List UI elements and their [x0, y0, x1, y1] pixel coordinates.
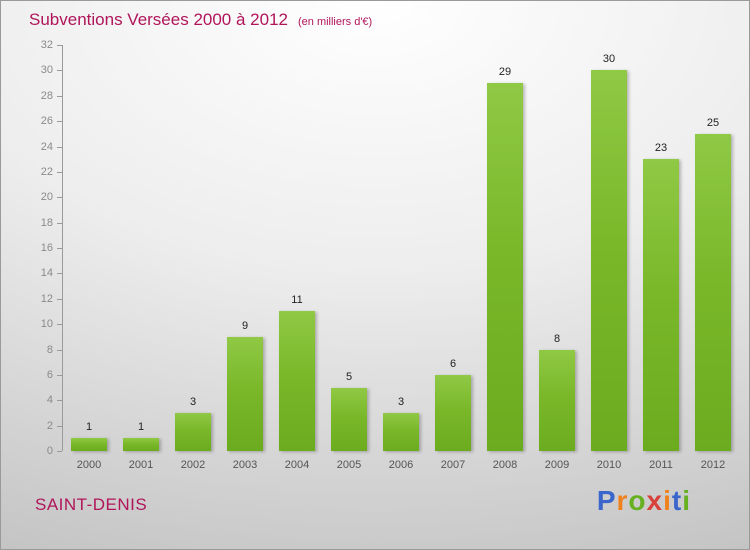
x-tick-label: 2007 [440, 459, 466, 471]
y-tick-label: 30 [40, 64, 53, 77]
proxiti-logo-letter: o [628, 485, 647, 516]
y-tick-label: 16 [40, 242, 53, 254]
x-tick-label: 2012 [700, 459, 726, 471]
y-tick-mark [57, 349, 62, 351]
y-tick-mark [57, 324, 62, 326]
bar [227, 336, 263, 451]
x-tick-label: 2008 [492, 459, 518, 471]
y-tick-label: 12 [40, 292, 53, 305]
bar [591, 70, 627, 451]
y-tick-label: 10 [40, 318, 53, 331]
y-tick-label: 6 [46, 368, 53, 381]
y-tick-label: 0 [46, 445, 53, 457]
bar-value-label: 30 [602, 53, 616, 66]
bar [279, 311, 315, 451]
x-tick-label: 2000 [76, 459, 102, 471]
proxiti-logo-letter: x [646, 485, 664, 516]
bar [175, 412, 211, 451]
bar-value-label: 9 [241, 319, 249, 332]
y-tick-label: 26 [40, 115, 53, 128]
y-tick-mark [57, 451, 62, 452]
chart-title: Subventions Versées 2000 à 2012 [29, 10, 288, 29]
x-tick-label: 2002 [180, 459, 206, 471]
y-tick-label: 14 [40, 267, 53, 280]
y-tick-mark [57, 121, 62, 123]
y-tick-mark [57, 425, 62, 427]
bar [695, 133, 731, 451]
y-tick-mark [57, 197, 62, 199]
bar [487, 83, 523, 451]
y-tick-mark [57, 146, 62, 148]
y-tick-label: 22 [40, 165, 53, 178]
x-tick-label: 2004 [284, 459, 310, 471]
plot-area: 0 2 4 6 8 10 12 14 16 18 20 22 24 26 28 30 32 1 2000 1 2001 3… [41, 39, 739, 471]
bar-value-label: 3 [189, 395, 197, 408]
city-label: SAINT-DENIS [35, 495, 148, 514]
y-tick-label: 4 [46, 394, 53, 407]
y-tick-mark [57, 70, 62, 72]
proxiti-logo-letter: i [663, 485, 672, 516]
bar-value-label: 6 [449, 357, 457, 370]
proxiti-logo-letter: r [616, 485, 629, 516]
y-tick-mark [57, 222, 62, 224]
x-tick-label: 2003 [232, 459, 258, 471]
x-tick-label: 2001 [128, 459, 154, 471]
bar-value-label: 3 [397, 395, 405, 408]
y-tick-label: 20 [40, 191, 53, 204]
bar [123, 438, 159, 451]
y-tick-mark [57, 45, 62, 46]
x-tick-label: 2011 [649, 459, 673, 471]
proxiti-logo-letter: P [596, 485, 617, 516]
proxiti-logo-letter: i [682, 485, 691, 516]
y-tick-mark [57, 400, 62, 402]
chart-header: Subventions Versées 2000 à 2012 (en mill… [29, 10, 372, 30]
y-tick-label: 2 [46, 419, 53, 432]
bar-value-label: 1 [137, 421, 145, 434]
bar [331, 387, 367, 451]
y-tick-label: 32 [40, 39, 53, 51]
y-tick-label: 28 [40, 89, 53, 102]
x-tick-label: 2006 [388, 459, 414, 471]
bar-value-label: 25 [706, 116, 720, 129]
y-tick-mark [57, 171, 62, 173]
bar-value-label: 23 [654, 142, 668, 155]
bar [383, 412, 419, 451]
bar-value-label: 11 [291, 294, 303, 307]
x-tick-label: 2009 [544, 459, 570, 471]
proxiti-logo: Proxiti [597, 485, 691, 517]
bar-value-label: 1 [85, 421, 93, 434]
y-tick-mark [57, 298, 62, 300]
y-tick-mark [57, 374, 62, 376]
bar-value-label: 29 [498, 66, 512, 79]
bar [643, 159, 679, 451]
y-tick-label: 8 [46, 343, 53, 356]
proxiti-logo-letter: t [671, 485, 683, 516]
chart-subtitle: (en milliers d'€) [297, 16, 373, 28]
x-tick-label: 2005 [336, 459, 362, 471]
bar-value-label: 8 [553, 332, 561, 345]
bar [435, 374, 471, 451]
bar [71, 438, 107, 451]
y-axis-line [62, 45, 63, 451]
y-tick-mark [57, 95, 62, 97]
y-tick-mark [57, 273, 62, 275]
y-tick-label: 18 [40, 216, 53, 229]
y-tick-mark [57, 248, 62, 249]
bar [539, 349, 575, 451]
bar-value-label: 5 [345, 370, 353, 383]
x-tick-label: 2010 [596, 459, 622, 471]
y-tick-label: 24 [40, 140, 53, 153]
